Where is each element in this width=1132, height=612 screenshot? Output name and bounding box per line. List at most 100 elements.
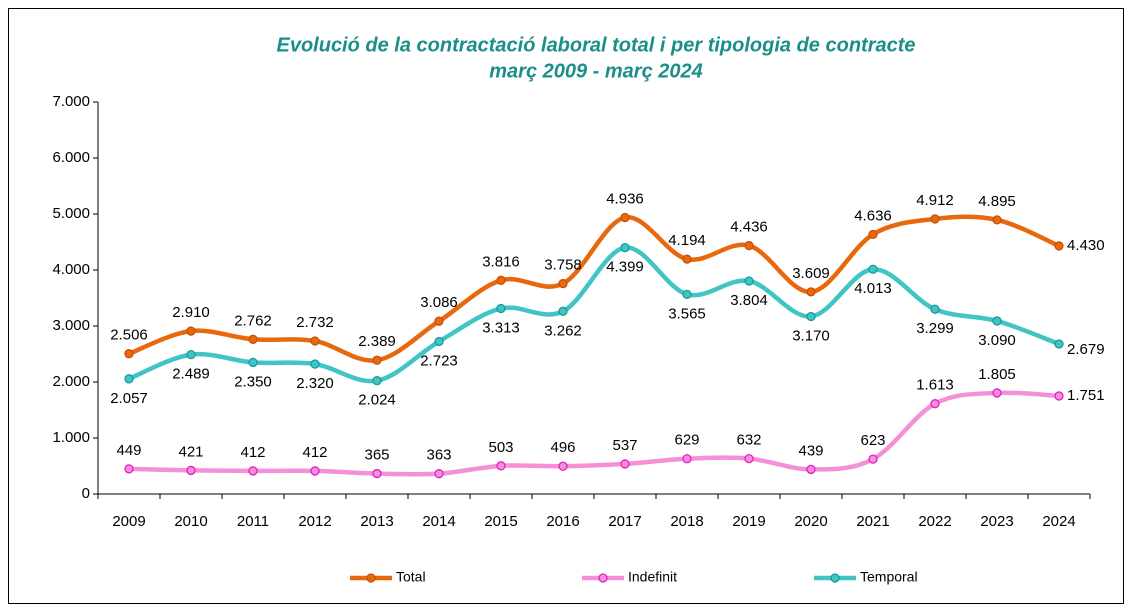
data-label: 3.170	[792, 327, 830, 344]
data-label: 412	[240, 444, 265, 461]
x-tick-label: 2022	[918, 513, 951, 530]
y-tick-label: 4.000	[52, 261, 90, 278]
marker	[372, 376, 382, 386]
marker	[930, 214, 940, 224]
marker	[496, 461, 506, 471]
data-label: 449	[116, 442, 141, 459]
data-label: 4.936	[606, 191, 644, 208]
series-line	[128, 390, 1060, 477]
marker	[620, 212, 630, 223]
x-tick-label: 2017	[608, 513, 641, 530]
data-label: 4.194	[668, 232, 706, 249]
data-label: 2.910	[172, 304, 210, 321]
marker	[124, 464, 134, 474]
marker	[372, 468, 382, 479]
marker	[558, 306, 568, 316]
data-label: 4.636	[854, 207, 892, 224]
data-label: 2.762	[234, 312, 272, 329]
marker	[930, 304, 940, 314]
marker	[1054, 391, 1064, 401]
data-label: 3.609	[792, 265, 830, 282]
x-tick-label: 2010	[174, 513, 207, 530]
marker	[744, 276, 754, 286]
marker	[744, 240, 754, 251]
marker	[186, 326, 196, 336]
data-label: 2.320	[296, 375, 334, 392]
y-tick-label: 6.000	[52, 149, 90, 166]
series-line	[128, 214, 1060, 363]
x-tick-label: 2020	[794, 513, 827, 530]
data-label: 439	[798, 442, 823, 459]
marker	[558, 461, 568, 471]
legend-marker	[830, 573, 840, 583]
marker	[682, 289, 692, 300]
data-label: 4.912	[916, 192, 954, 209]
data-label: 2.489	[172, 366, 210, 383]
y-tick-label: 5.000	[52, 205, 90, 222]
marker	[868, 264, 878, 274]
y-tick-label: 7.000	[52, 93, 90, 110]
data-label: 632	[736, 432, 761, 449]
data-label: 3.090	[978, 332, 1016, 349]
data-label: 2.389	[358, 333, 396, 350]
data-label: 1.613	[916, 377, 954, 394]
data-label: 4.436	[730, 219, 768, 236]
marker	[124, 349, 134, 359]
data-label: 412	[302, 444, 327, 461]
x-tick-label: 2015	[484, 513, 517, 530]
data-label: 2.506	[110, 327, 148, 344]
marker	[806, 287, 816, 297]
chart-subtitle: març 2009 - març 2024	[489, 60, 703, 82]
marker	[992, 388, 1002, 398]
series-line	[128, 245, 1060, 384]
marker	[372, 355, 382, 365]
marker	[992, 215, 1002, 225]
marker	[744, 453, 754, 464]
data-label: 4.895	[978, 193, 1016, 210]
marker	[620, 459, 630, 469]
data-label: 4.430	[1067, 237, 1105, 254]
x-tick-label: 2019	[732, 513, 765, 530]
x-tick-label: 2012	[298, 513, 331, 530]
marker	[310, 359, 320, 369]
marker	[434, 336, 444, 347]
marker	[310, 466, 320, 476]
data-label: 3.313	[482, 319, 520, 336]
chart-title: Evolució de la contractació laboral tota…	[276, 34, 915, 56]
data-label: 365	[364, 447, 389, 464]
x-tick-label: 2021	[856, 513, 889, 530]
marker	[496, 303, 506, 314]
data-label: 2.723	[420, 352, 458, 369]
x-tick-label: 2016	[546, 513, 579, 530]
data-label: 3.262	[544, 322, 582, 339]
data-label: 1.805	[978, 366, 1016, 383]
data-label: 1.751	[1067, 387, 1105, 404]
x-tick-label: 2023	[980, 513, 1013, 530]
data-label: 623	[860, 432, 885, 449]
marker	[806, 464, 816, 475]
marker	[868, 454, 878, 464]
x-tick-label: 2009	[112, 513, 145, 530]
data-label: 3.299	[916, 320, 954, 337]
marker	[186, 349, 196, 360]
marker	[248, 466, 258, 476]
marker	[434, 469, 444, 479]
data-label: 4.013	[854, 280, 892, 297]
x-tick-label: 2011	[237, 513, 269, 530]
marker	[930, 399, 940, 409]
legend-marker	[366, 573, 376, 583]
data-label: 2.024	[358, 392, 396, 409]
data-label: 3.804	[730, 292, 768, 309]
y-tick-label: 3.000	[52, 317, 90, 334]
marker	[1054, 339, 1064, 349]
data-label: 2.732	[296, 314, 334, 331]
x-tick-label: 2018	[670, 513, 703, 530]
data-label: 363	[426, 447, 451, 464]
legend-label: Indefinit	[628, 569, 677, 585]
legend-label: Total	[396, 569, 426, 585]
x-tick-label: 2014	[422, 513, 455, 530]
marker	[868, 229, 878, 240]
marker	[186, 465, 196, 476]
marker	[992, 316, 1002, 326]
